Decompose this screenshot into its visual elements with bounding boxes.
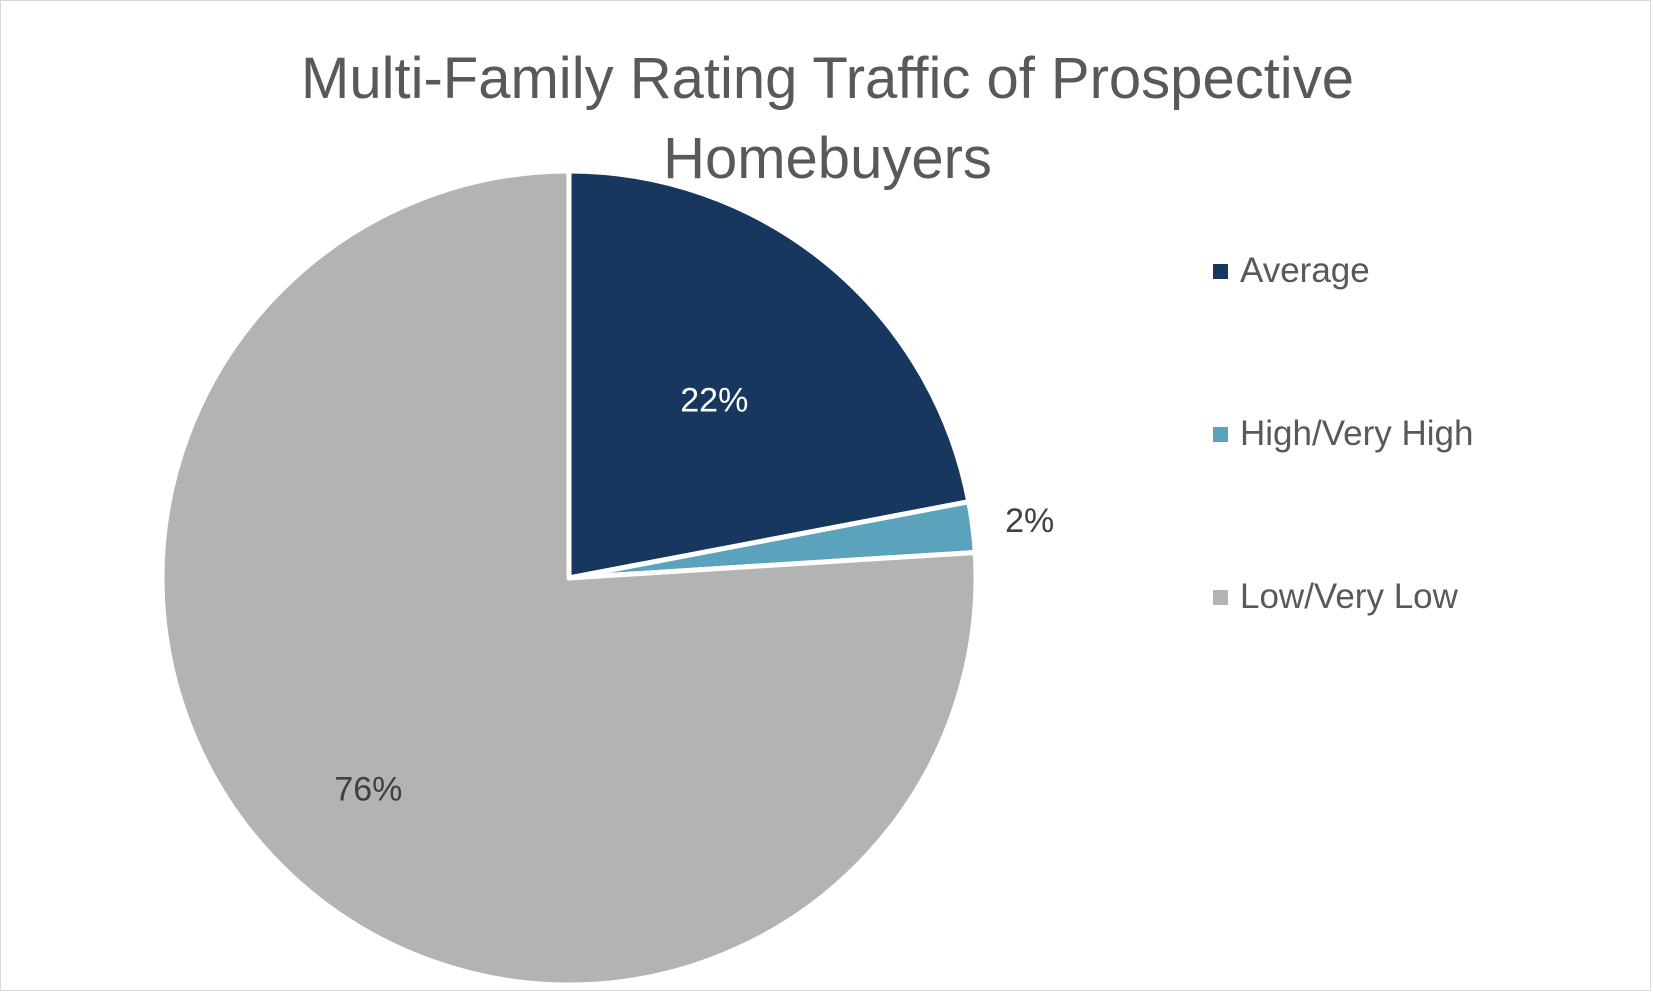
data-label-average: 22% xyxy=(680,381,748,419)
legend-label-high-very-high: High/Very High xyxy=(1240,414,1474,453)
legend-label-low-very-low: Low/Very Low xyxy=(1240,577,1458,616)
legend-item-high-very-high[interactable]: High/Very High xyxy=(1213,414,1473,454)
pie-slice-average[interactable] xyxy=(566,168,972,581)
pie-slice-low-very-low[interactable] xyxy=(159,168,979,988)
chart-title: Multi-Family Rating Traffic of Prospecti… xyxy=(1,39,1653,199)
data-label-high-very-high: 2% xyxy=(1005,502,1054,540)
chart-title-line-2: Homebuyers xyxy=(663,126,992,191)
legend-item-low-very-low[interactable]: Low/Very Low xyxy=(1213,577,1458,617)
legend-swatch-average xyxy=(1213,263,1228,279)
legend-label-average: Average xyxy=(1240,251,1370,290)
data-label-low-very-low: 76% xyxy=(334,771,402,809)
legend-item-average[interactable]: Average xyxy=(1213,251,1370,291)
chart-title-line-1: Multi-Family Rating Traffic of Prospecti… xyxy=(301,46,1354,111)
legend-swatch-high-very-high xyxy=(1213,426,1228,442)
legend-swatch-low-very-low xyxy=(1213,589,1228,605)
